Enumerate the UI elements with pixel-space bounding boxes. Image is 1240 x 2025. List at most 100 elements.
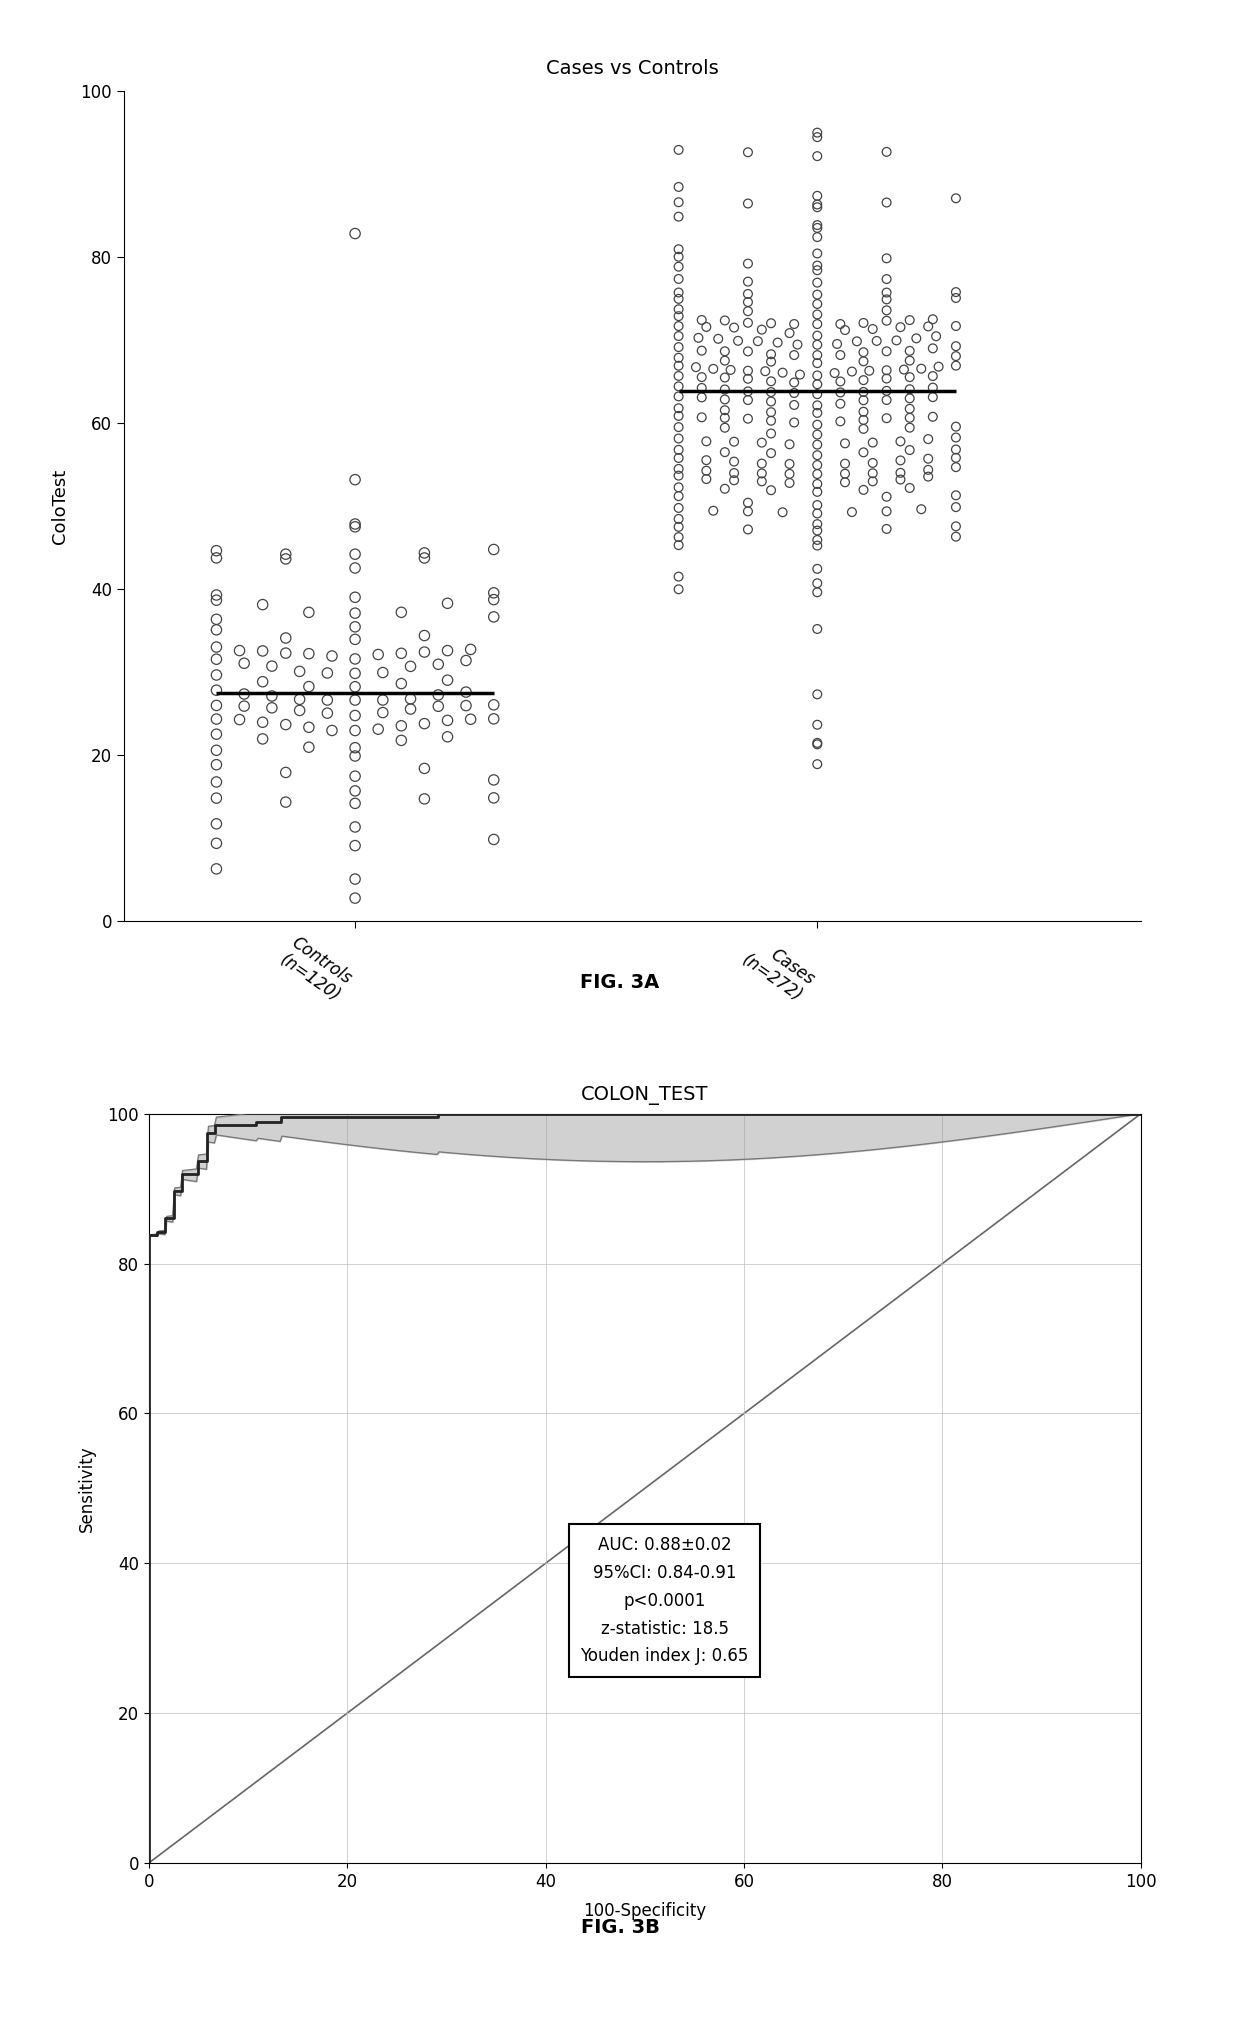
Point xyxy=(919,460,939,492)
Point xyxy=(831,405,851,437)
Point xyxy=(761,474,781,506)
Point xyxy=(919,423,939,456)
Point xyxy=(807,277,827,310)
Point xyxy=(853,413,873,446)
Point xyxy=(946,490,966,522)
Point xyxy=(780,427,800,460)
Point xyxy=(401,693,420,725)
Point xyxy=(345,464,365,496)
Point xyxy=(668,492,688,524)
Point xyxy=(668,573,688,605)
Point xyxy=(414,636,434,668)
Point xyxy=(807,221,827,253)
Point xyxy=(290,682,310,715)
Point xyxy=(853,377,873,409)
Point xyxy=(697,310,717,342)
Point xyxy=(692,381,712,413)
Point xyxy=(807,514,827,547)
Point xyxy=(738,265,758,298)
Point xyxy=(275,622,295,654)
Point xyxy=(234,691,254,723)
Point xyxy=(322,640,342,672)
Point xyxy=(484,577,503,610)
Point xyxy=(668,170,688,203)
Point xyxy=(692,373,712,405)
Point xyxy=(761,385,781,417)
Point xyxy=(373,697,393,729)
Point xyxy=(877,512,897,545)
Point xyxy=(345,759,365,792)
Point xyxy=(946,421,966,454)
Point xyxy=(275,543,295,575)
Point xyxy=(234,648,254,680)
Point xyxy=(697,425,717,458)
Point xyxy=(748,324,768,356)
Point xyxy=(234,678,254,711)
Point xyxy=(317,656,337,688)
Point xyxy=(207,853,227,885)
Point xyxy=(877,304,897,336)
Point xyxy=(768,326,787,358)
Point xyxy=(807,727,827,759)
Point xyxy=(807,308,827,340)
Point xyxy=(761,338,781,371)
Point xyxy=(207,603,227,636)
Point xyxy=(373,684,393,717)
Point xyxy=(761,308,781,340)
Point xyxy=(207,579,227,612)
Point xyxy=(207,543,227,575)
Point xyxy=(807,567,827,599)
Point xyxy=(890,456,910,488)
Point xyxy=(738,336,758,369)
Point xyxy=(668,520,688,553)
Point xyxy=(345,788,365,820)
Point xyxy=(715,383,735,415)
Point xyxy=(807,508,827,541)
Point xyxy=(807,253,827,286)
Point xyxy=(807,524,827,557)
Point xyxy=(853,344,873,377)
Point xyxy=(317,684,337,717)
Point xyxy=(345,731,365,763)
Point xyxy=(484,782,503,814)
Point xyxy=(438,634,458,666)
Point xyxy=(946,182,966,215)
Point xyxy=(207,749,227,782)
Point xyxy=(831,308,851,340)
Text: FIG. 3B: FIG. 3B xyxy=(580,1918,660,1938)
Point xyxy=(761,437,781,470)
Point xyxy=(946,441,966,474)
Point xyxy=(911,352,931,385)
Point xyxy=(853,403,873,435)
Point xyxy=(668,294,688,326)
Point xyxy=(877,186,897,219)
Point xyxy=(275,539,295,571)
Point xyxy=(668,480,688,512)
Point xyxy=(708,322,728,354)
Point xyxy=(392,638,412,670)
Point xyxy=(345,581,365,614)
Point xyxy=(668,454,688,486)
Point xyxy=(715,344,735,377)
Point xyxy=(715,401,735,433)
Point xyxy=(807,188,827,221)
Point xyxy=(715,435,735,468)
Point xyxy=(900,411,920,443)
Point xyxy=(842,496,862,529)
Point xyxy=(345,830,365,863)
Point xyxy=(807,429,827,462)
Point xyxy=(906,322,926,354)
Point xyxy=(668,529,688,561)
Point xyxy=(807,450,827,482)
Point xyxy=(946,433,966,466)
Point xyxy=(207,583,227,616)
Point xyxy=(807,729,827,761)
Point xyxy=(863,458,883,490)
Point xyxy=(668,233,688,265)
Point xyxy=(456,644,476,676)
Point xyxy=(253,723,273,755)
Point xyxy=(755,354,775,387)
Point xyxy=(751,466,771,498)
Point xyxy=(738,286,758,318)
Point xyxy=(207,644,227,676)
